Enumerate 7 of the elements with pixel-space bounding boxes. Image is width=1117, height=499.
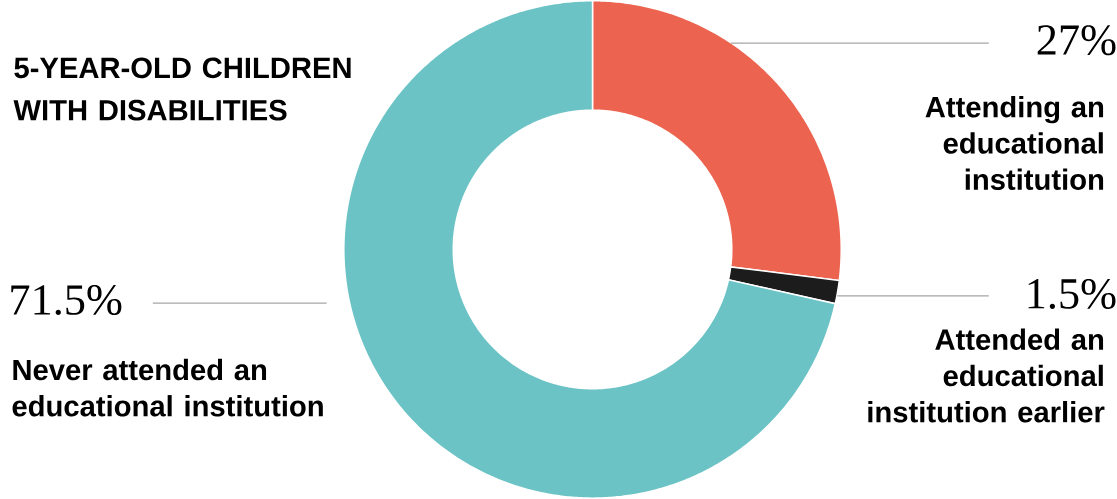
slice-label: Attended an educational institution earlier bbox=[868, 328, 1105, 423]
data-label: 1.5% bbox=[1028, 278, 1116, 310]
data-label: 27% bbox=[1037, 25, 1116, 56]
data-label: 71.5% bbox=[11, 285, 122, 316]
slice-label: Never attended an educational institution bbox=[12, 358, 323, 417]
text: 5-YEAR-OLD CHILDREN WITH DISABILITIES bbox=[13, 57, 351, 121]
slice-label: Attending an educational institution bbox=[925, 96, 1104, 190]
